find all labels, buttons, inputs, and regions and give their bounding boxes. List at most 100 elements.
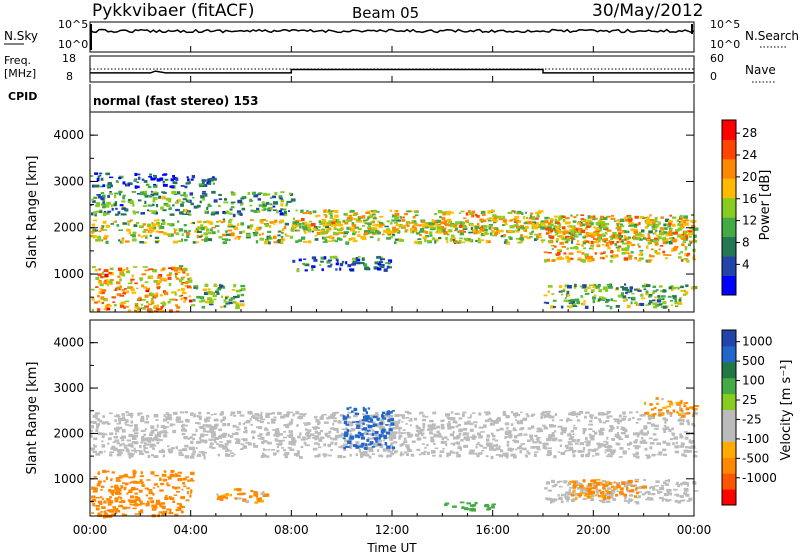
heatmap-cell xyxy=(590,479,593,483)
heatmap-cell xyxy=(180,194,185,197)
heatmap-cell xyxy=(134,492,138,495)
heatmap-cell xyxy=(628,417,631,421)
heatmap-cell xyxy=(237,441,241,445)
heatmap-cell xyxy=(335,268,338,271)
heatmap-cell xyxy=(410,229,413,233)
heatmap-cell xyxy=(585,240,589,243)
heatmap-cell xyxy=(179,411,185,414)
heatmap-cell xyxy=(621,417,626,421)
nsky-label: N.Sky xyxy=(4,29,38,43)
heatmap-cell xyxy=(180,297,183,301)
heatmap-cell xyxy=(306,435,311,438)
heatmap-cell xyxy=(382,428,386,432)
heatmap-cell xyxy=(130,420,134,424)
heatmap-cell xyxy=(122,506,127,510)
heatmap-cell xyxy=(572,227,577,231)
heatmap-cell xyxy=(592,483,595,487)
heatmap-cell xyxy=(222,495,227,499)
heatmap-cell xyxy=(115,281,120,285)
heatmap-cell xyxy=(634,501,639,503)
heatmap-cell xyxy=(605,228,608,231)
heatmap-cell xyxy=(565,445,569,450)
heatmap-cell xyxy=(103,269,109,273)
heatmap-cell xyxy=(174,486,178,490)
heatmap-cell xyxy=(96,178,100,182)
heatmap-cell xyxy=(287,447,292,449)
heatmap-cell xyxy=(604,238,608,242)
heatmap-cell xyxy=(540,226,544,230)
heatmap-cell xyxy=(617,421,620,425)
heatmap-cell xyxy=(455,425,459,428)
heatmap-cell xyxy=(415,426,420,429)
heatmap-cell xyxy=(161,195,166,199)
heatmap-cell xyxy=(621,230,625,233)
heatmap-cell xyxy=(237,223,240,227)
heatmap-cell xyxy=(627,501,630,504)
heatmap-cell xyxy=(618,438,624,441)
heatmap-cell xyxy=(404,410,409,413)
heatmap-cell xyxy=(651,453,656,457)
heatmap-cell xyxy=(255,231,259,235)
heatmap-cell xyxy=(386,265,390,269)
heatmap-cell xyxy=(241,196,246,199)
heatmap-cell xyxy=(462,227,468,231)
heatmap-cell xyxy=(515,448,518,451)
heatmap-cell xyxy=(492,438,496,441)
heatmap-cell xyxy=(377,443,382,446)
heatmap-cell xyxy=(304,263,310,267)
heatmap-cell xyxy=(617,219,620,222)
heatmap-cell xyxy=(551,218,554,222)
heatmap-cell xyxy=(632,224,637,226)
heatmap-cell xyxy=(426,451,430,455)
heatmap-cell xyxy=(255,240,259,244)
heatmap-cell xyxy=(239,414,245,417)
heatmap-cell xyxy=(265,415,270,418)
heatmap-cell xyxy=(673,488,678,491)
heatmap-cell xyxy=(205,220,210,224)
heatmap-cell xyxy=(644,491,648,494)
heatmap-cell xyxy=(260,411,263,415)
heatmap-cell xyxy=(364,232,369,235)
heatmap-cell xyxy=(97,273,102,277)
heatmap-cell xyxy=(652,222,656,225)
heatmap-cell xyxy=(291,438,296,442)
xtick-label: 16:00 xyxy=(475,523,510,537)
heatmap-cell xyxy=(212,182,215,185)
heatmap-cell xyxy=(535,446,540,450)
heatmap-cell xyxy=(106,499,111,501)
heatmap-cell xyxy=(605,305,610,307)
heatmap-cell xyxy=(550,498,555,501)
heatmap-cell xyxy=(158,227,161,230)
heatmap-cell xyxy=(560,500,564,504)
heatmap-cell xyxy=(677,227,682,231)
heatmap-cell xyxy=(543,225,546,228)
heatmap-cell xyxy=(463,507,468,511)
heatmap-cell xyxy=(649,497,653,501)
heatmap-cell xyxy=(667,400,672,403)
heatmap-cell xyxy=(199,296,205,300)
heatmap-cell xyxy=(353,407,358,412)
heatmap-cell xyxy=(547,290,550,294)
heatmap-cell xyxy=(438,435,443,438)
heatmap-cell xyxy=(540,412,545,416)
heatmap-cell xyxy=(688,240,694,243)
heatmap-cell xyxy=(419,230,424,233)
heatmap-cell xyxy=(601,238,605,242)
heatmap-cell xyxy=(279,219,285,223)
heatmap-cell xyxy=(340,227,343,230)
heatmap-cell xyxy=(654,250,658,254)
heatmap-cell xyxy=(552,306,557,308)
heatmap-cell xyxy=(158,196,161,199)
heatmap-cell xyxy=(326,222,332,224)
colorbar-segment xyxy=(722,457,736,474)
heatmap-cell xyxy=(688,440,692,444)
heatmap-cell xyxy=(691,286,696,290)
heatmap-cell xyxy=(273,235,277,240)
heatmap-cell xyxy=(273,416,277,419)
heatmap-cell xyxy=(293,453,299,456)
heatmap-cell xyxy=(257,434,262,437)
heatmap-cell xyxy=(109,283,113,285)
heatmap-cell xyxy=(635,438,638,443)
heatmap-cell xyxy=(389,209,392,212)
heatmap-cell xyxy=(531,439,534,442)
